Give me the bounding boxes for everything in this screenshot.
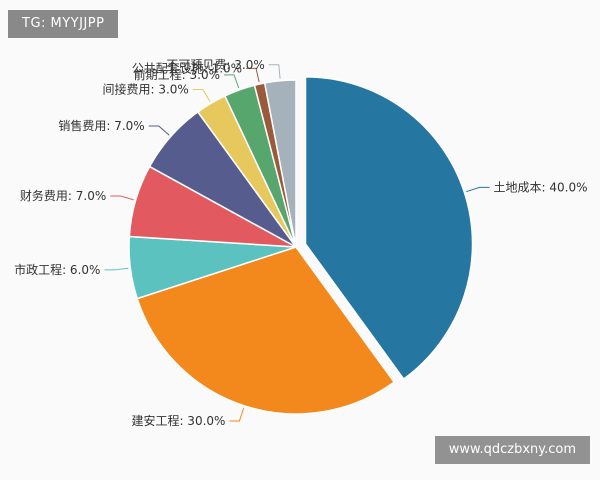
slice-label-2: 建安工程: 30.0% bbox=[131, 413, 225, 428]
leader-line-4 bbox=[110, 195, 134, 201]
website-watermark: www.qdczbxny.com bbox=[434, 436, 590, 464]
channel-badge: TG: MYYJJPP bbox=[8, 10, 119, 38]
slice-label-3: 市政工程: 6.0% bbox=[14, 262, 100, 277]
slice-label-7: 前期工程: 3.0% bbox=[134, 67, 220, 82]
leader-lines bbox=[104, 64, 490, 422]
leader-line-7 bbox=[224, 74, 240, 89]
leader-line-6 bbox=[192, 88, 211, 102]
pie-slice-1 bbox=[304, 76, 474, 381]
leader-line-9 bbox=[268, 64, 281, 79]
slice-label-1: 土地成本: 40.0% bbox=[494, 180, 588, 194]
slice-labels: 土地成本: 40.0% 建安工程: 30.0% 市政工程: 6.0% 财务费用: 7.… bbox=[14, 58, 587, 428]
pie-slice-9 bbox=[263, 79, 297, 248]
slice-label-8: 公共配套设施: 1.0% bbox=[132, 61, 242, 75]
slice-label-5: 销售费用: 7.0% bbox=[58, 118, 144, 133]
slice-label-9: 不可预见费: 3.0% bbox=[166, 58, 264, 72]
leader-line-5 bbox=[148, 125, 170, 136]
slice-label-6: 间接费用: 3.0% bbox=[102, 81, 188, 96]
leader-line-3 bbox=[104, 267, 129, 271]
leader-line-2 bbox=[229, 407, 245, 422]
slices-layer bbox=[128, 76, 474, 415]
leader-line-8 bbox=[246, 67, 260, 83]
slice-label-4: 财务费用: 7.0% bbox=[20, 188, 106, 203]
pie-slice-2 bbox=[136, 246, 396, 415]
leader-line-1 bbox=[466, 186, 490, 193]
